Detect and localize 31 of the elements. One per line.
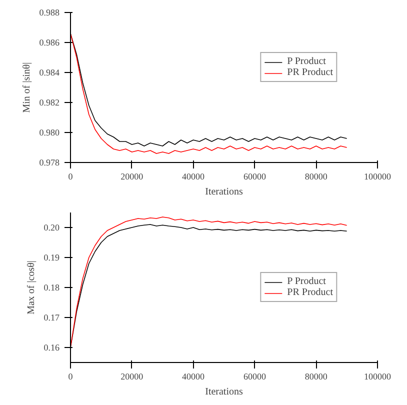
- y-tick-label: 0.17: [44, 312, 60, 322]
- y-tick-label: 0.16: [44, 342, 60, 352]
- x-tick-label: 60000: [243, 372, 266, 382]
- x-tick-label: 40000: [182, 172, 206, 182]
- y-axis-title: Max of |cosθ|: [26, 260, 37, 314]
- x-axis-title: Iterations: [205, 186, 243, 198]
- x-tick-label: 0: [68, 372, 74, 382]
- x-tick-label: 80000: [304, 172, 328, 182]
- legend-label: P Product: [287, 56, 326, 67]
- x-tick-label: 80000: [304, 372, 328, 382]
- x-tick-label: 100000: [364, 372, 392, 382]
- x-tick-label: 100000: [364, 172, 392, 182]
- x-tick-label: 20000: [120, 372, 144, 382]
- x-tick-label: 20000: [120, 172, 144, 182]
- y-tick-label: 0.986: [39, 38, 60, 48]
- y-tick-label: 0.978: [39, 158, 60, 168]
- y-tick-label: 0.982: [39, 98, 60, 108]
- legend-label: P Product: [287, 276, 326, 287]
- y-tick-label: 0.20: [44, 222, 60, 232]
- y-tick-label: 0.988: [39, 8, 60, 18]
- y-tick-label: 0.19: [44, 252, 60, 262]
- legend-label: PR Product: [287, 287, 333, 298]
- legend-label: PR Product: [287, 67, 333, 78]
- y-tick-label: 0.18: [44, 282, 60, 292]
- x-tick-label: 40000: [182, 372, 206, 382]
- y-tick-label: 0.984: [39, 68, 60, 78]
- x-tick-label: 0: [68, 172, 74, 182]
- x-tick-label: 60000: [243, 172, 266, 182]
- y-tick-label: 0.980: [39, 128, 60, 138]
- x-axis-title: Iterations: [205, 386, 243, 398]
- y-axis-title: Min of |sinθ|: [21, 62, 32, 113]
